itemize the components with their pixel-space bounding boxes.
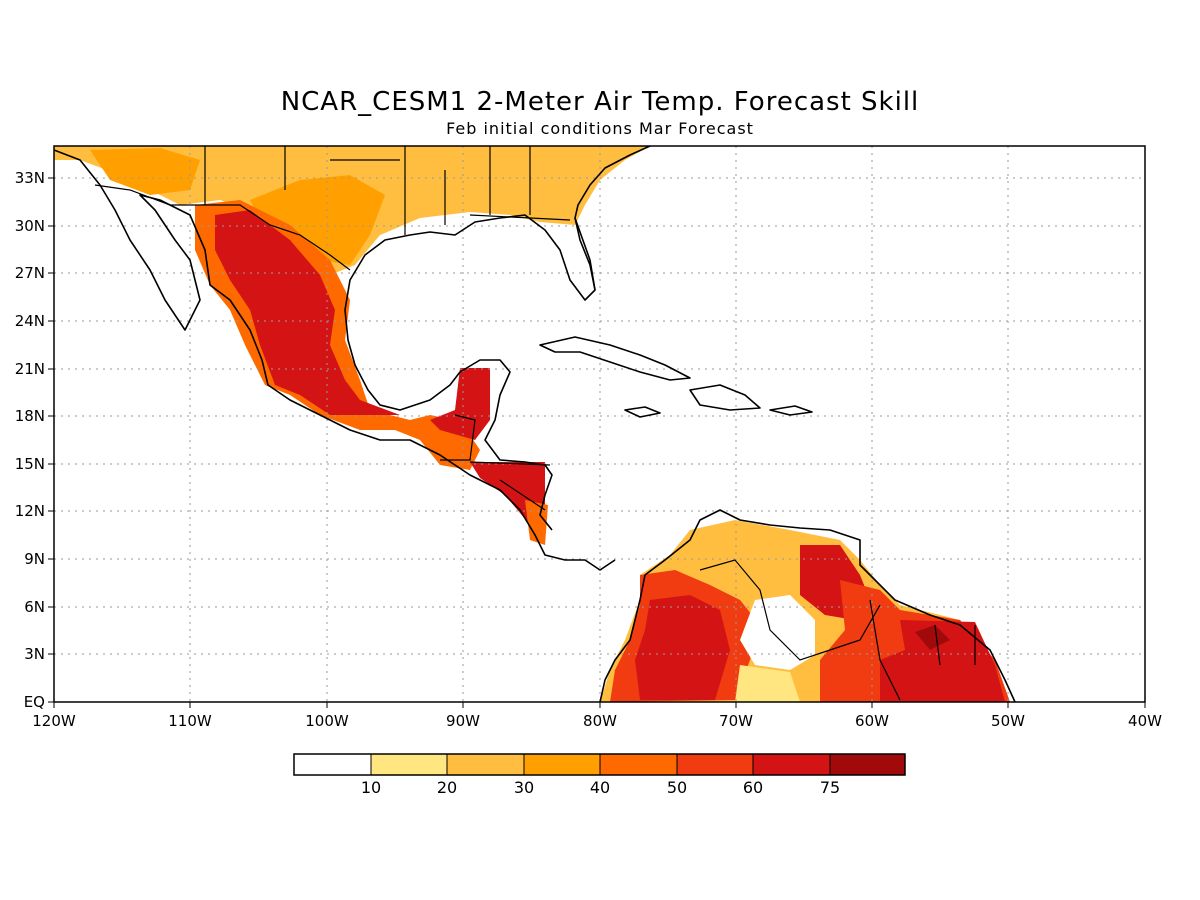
- coastline-florida: [574, 217, 596, 291]
- skill-region-guianas-max: [915, 625, 950, 650]
- skill-region-amazon-edge: [735, 665, 800, 702]
- colorbar-label: 60: [743, 778, 763, 797]
- colorbar-swatch: [677, 754, 753, 775]
- lat-tick-label: 21N: [15, 360, 45, 378]
- lon-tick-label: 50W: [991, 712, 1025, 730]
- lon-tick-label: 40W: [1128, 712, 1162, 730]
- coastlines: [54, 146, 1016, 702]
- coastline-hispaniola: [689, 384, 761, 411]
- colorbar-swatch: [447, 754, 524, 775]
- skill-region-amazon-low: [740, 595, 815, 670]
- border-us-states: [204, 146, 571, 235]
- lat-tick-label: 18N: [15, 407, 45, 425]
- lat-tick-label: 33N: [15, 169, 45, 187]
- chart-subtitle: Feb initial conditions Mar Forecast: [446, 119, 754, 138]
- lat-tick-label: 24N: [15, 312, 45, 330]
- skill-field: [54, 146, 1010, 702]
- lon-tick-label: 90W: [446, 712, 480, 730]
- colorbar-swatch: [753, 754, 830, 775]
- lon-axis: 120W 110W 100W 90W 80W 70W 60W 50W 40W: [32, 702, 1162, 730]
- coastline-jamaica: [624, 406, 661, 418]
- colorbar-swatch: [524, 754, 600, 775]
- chart-title: NCAR_CESM1 2-Meter Air Temp. Forecast Sk…: [281, 87, 920, 117]
- colorbar-swatch: [830, 754, 905, 775]
- coastline-south-america: [599, 509, 1016, 702]
- colorbar-label: 40: [590, 778, 610, 797]
- border-south-america: [699, 559, 976, 701]
- lat-tick-label: 3N: [24, 645, 45, 663]
- colorbar: 10 20 30 40 50 60 75: [293, 753, 906, 797]
- lat-tick-label: 27N: [15, 264, 45, 282]
- skill-region-sw-us: [90, 148, 200, 195]
- lon-tick-label: 120W: [32, 712, 76, 730]
- lon-tick-label: 110W: [168, 712, 212, 730]
- lon-tick-label: 80W: [583, 712, 617, 730]
- skill-region-colombia-core: [635, 595, 730, 700]
- skill-region-guianas-core: [880, 620, 1005, 702]
- lon-tick-label: 70W: [719, 712, 753, 730]
- lat-tick-label: 9N: [24, 550, 45, 568]
- lon-tick-label: 60W: [855, 712, 889, 730]
- skill-region-mexico-core: [215, 210, 400, 415]
- lat-tick-label: 6N: [24, 598, 45, 616]
- lat-tick-label: EQ: [24, 693, 45, 711]
- colorbar-swatch: [371, 754, 447, 775]
- border-central-america: [440, 414, 551, 511]
- lat-tick-label: 12N: [15, 502, 45, 520]
- skill-region-texas: [250, 175, 385, 265]
- colorbar-label: 10: [361, 778, 381, 797]
- colorbar-swatch: [600, 754, 677, 775]
- lat-axis: EQ 3N 6N 9N 12N 15N 18N 21N 24N 27N 30N …: [15, 169, 54, 711]
- lat-tick-label: 30N: [15, 217, 45, 235]
- coastline-north-america: [54, 149, 616, 571]
- colorbar-label: 50: [667, 778, 687, 797]
- lat-tick-label: 15N: [15, 455, 45, 473]
- colorbar-swatch: [294, 754, 371, 775]
- coastline-cuba: [539, 336, 691, 381]
- lon-tick-label: 100W: [305, 712, 349, 730]
- colorbar-label: 20: [437, 778, 457, 797]
- colorbar-label: 30: [514, 778, 534, 797]
- coastline-puerto-rico: [769, 405, 813, 416]
- colorbar-label: 75: [820, 778, 840, 797]
- border-us-mexico: [94, 184, 351, 271]
